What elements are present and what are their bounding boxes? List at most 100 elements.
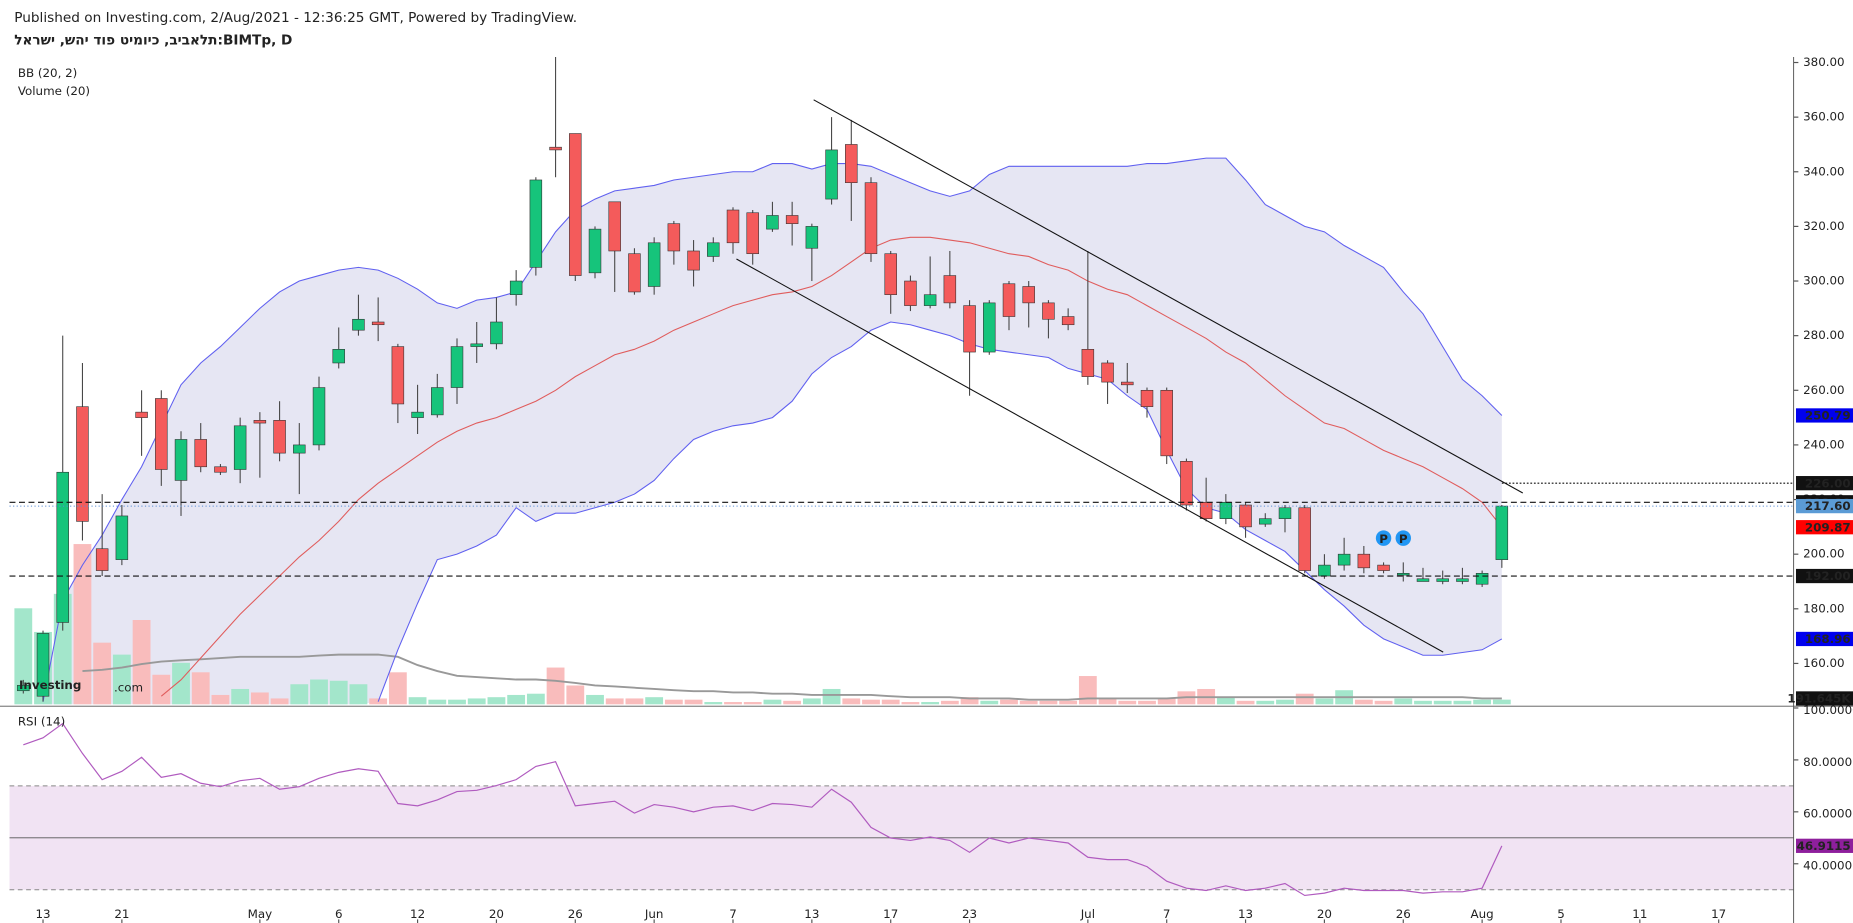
- candle-body: [371, 321, 385, 326]
- candle-body: [805, 226, 819, 249]
- volume-bar: [1276, 699, 1294, 705]
- x-tick-label: 13: [804, 907, 819, 921]
- candle-body: [766, 215, 779, 230]
- volume-bar: [408, 697, 427, 705]
- candle-body: [391, 346, 405, 405]
- candle-body: [1456, 578, 1469, 582]
- bb-upper-label: 250.79: [1805, 409, 1851, 423]
- rsi-line: [23, 722, 1503, 897]
- y-tick-label: 160.00: [1803, 656, 1845, 670]
- volume-bar: [664, 699, 683, 705]
- candle-body: [943, 275, 957, 304]
- x-tick-label: May: [248, 907, 273, 921]
- candle-body: [884, 253, 897, 295]
- bb-fill: [43, 158, 1502, 705]
- volume-bar: [270, 698, 289, 705]
- volume-label-bg: [1795, 691, 1853, 706]
- y-tick-label: 280.00: [1803, 328, 1845, 342]
- x-tick-label: 17: [1711, 907, 1726, 921]
- level-label: 192.00: [1805, 569, 1851, 583]
- y-tick-label: 200.00: [1803, 547, 1845, 561]
- volume-bar: [546, 667, 565, 705]
- volume-bar: [329, 680, 348, 705]
- volume-bar: [1453, 700, 1472, 705]
- x-tick-label: Aug: [1471, 907, 1494, 921]
- candle-body: [707, 242, 720, 257]
- candle-body: [1298, 507, 1311, 571]
- volume-bar: [1098, 698, 1117, 705]
- candle-body: [904, 280, 917, 306]
- x-tick-label: 23: [962, 907, 977, 921]
- candle-body: [312, 387, 326, 446]
- volume-bar: [704, 702, 723, 705]
- candle-body: [608, 201, 621, 252]
- candle-body: [1042, 302, 1055, 320]
- candle-body: [667, 223, 681, 252]
- candle-body: [1081, 349, 1095, 377]
- event-label: P: [1379, 532, 1388, 546]
- candle-body: [115, 515, 129, 560]
- candle-body: [1337, 553, 1351, 566]
- level-label-bg: [1795, 568, 1853, 584]
- candle-body: [687, 250, 700, 271]
- volume-bar: [645, 697, 664, 705]
- candle-body: [1416, 578, 1430, 582]
- x-tick-label: 11: [1632, 907, 1647, 921]
- volume-bar: [448, 699, 466, 705]
- trend-line: [813, 99, 1524, 494]
- volume-bar: [467, 698, 486, 705]
- close-label-bg: [1795, 498, 1853, 514]
- logo-suffix: .com: [114, 680, 143, 694]
- volume-bar: [132, 620, 151, 705]
- candle-body: [1259, 518, 1272, 525]
- candle-body: [1160, 389, 1173, 457]
- y-tick-label: 260.00: [1803, 383, 1845, 397]
- candle-body: [1436, 578, 1449, 582]
- candle-body: [293, 444, 306, 454]
- volume-bar: [526, 693, 545, 705]
- event-marker: [1375, 530, 1392, 546]
- volume-ma: [82, 653, 1502, 701]
- candle-body: [253, 420, 267, 424]
- volume-bar: [1315, 698, 1334, 705]
- candle-body: [923, 294, 937, 306]
- x-tick-label: 26: [1396, 907, 1411, 921]
- candle-body: [529, 179, 543, 268]
- volume-bar: [1216, 697, 1235, 705]
- close-label: 217.60: [1805, 499, 1851, 513]
- volume-bar: [1492, 699, 1511, 705]
- bb-upper: [42, 157, 1503, 702]
- volume-bar: [684, 699, 703, 705]
- axis-layer: 160.00180.00200.00220.00240.00260.00280.…: [0, 55, 1853, 923]
- candle-body: [1101, 362, 1114, 383]
- candle-body: [785, 215, 799, 224]
- volume-bar: [1019, 700, 1038, 705]
- x-tick-label: Jul: [1080, 907, 1095, 921]
- candle-body: [746, 212, 759, 255]
- event-marker: [1395, 530, 1411, 546]
- candle-body: [983, 302, 996, 353]
- rsi-label-bg: [1795, 838, 1853, 853]
- volume-bar: [211, 694, 230, 705]
- candle-body: [1002, 283, 1016, 317]
- candle-body: [411, 411, 424, 418]
- candle-body: [1318, 564, 1331, 577]
- x-tick-label: 6: [335, 907, 343, 921]
- x-tick-label: 13: [35, 907, 50, 921]
- candle-body: [431, 387, 444, 416]
- level-label: 226.00: [1805, 476, 1851, 490]
- volume-bar: [1138, 700, 1156, 705]
- volume-bar: [802, 698, 821, 705]
- y-tick-label: 300.00: [1803, 274, 1845, 288]
- volume-bar: [1000, 699, 1018, 705]
- y-tick-label: 240.00: [1803, 437, 1845, 451]
- y-tick-label: 180.00: [1803, 601, 1845, 615]
- rsi-tick-label: 40.0000: [1803, 859, 1852, 873]
- y-tick-label: 340.00: [1803, 164, 1845, 178]
- x-tick-label: 5: [1557, 907, 1565, 921]
- candle-body: [17, 684, 30, 692]
- candle-body: [490, 321, 503, 345]
- volume-bar: [349, 684, 368, 705]
- volume-bar: [980, 700, 999, 705]
